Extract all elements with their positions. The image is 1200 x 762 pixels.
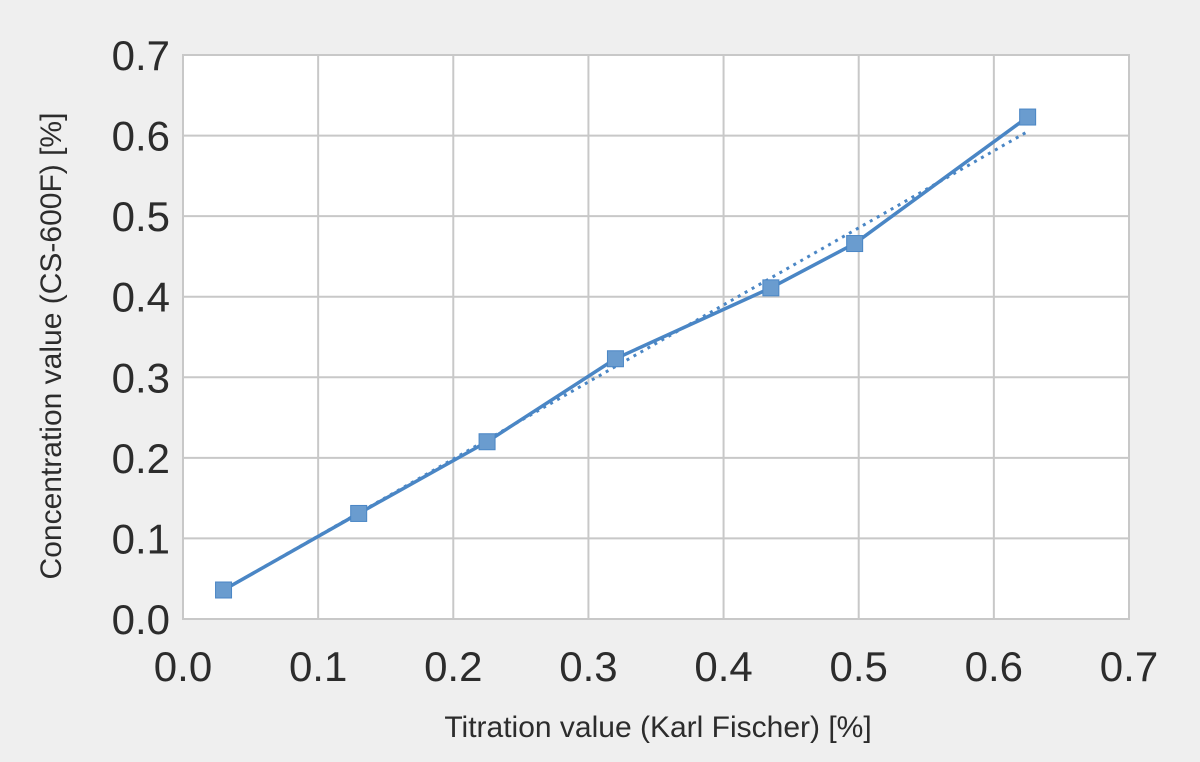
data-point bbox=[1019, 108, 1037, 126]
data-point bbox=[215, 581, 233, 599]
x-tick-label: 0.3 bbox=[559, 643, 617, 690]
x-tick-label: 0.0 bbox=[154, 643, 212, 690]
x-tick-label: 0.6 bbox=[965, 643, 1023, 690]
data-point bbox=[846, 235, 864, 253]
y-tick-label: 0.6 bbox=[112, 113, 170, 160]
data-markers bbox=[215, 108, 1037, 599]
x-tick-label: 0.7 bbox=[1100, 643, 1158, 690]
y-tick-label: 0.3 bbox=[112, 354, 170, 401]
data-point bbox=[350, 504, 368, 522]
x-tick-label: 0.2 bbox=[424, 643, 482, 690]
y-tick-label: 0.2 bbox=[112, 435, 170, 482]
data-point bbox=[478, 433, 496, 451]
x-axis-label: Titration value (Karl Fischer) [%] bbox=[444, 711, 871, 744]
y-tick-label: 0.7 bbox=[112, 32, 170, 79]
y-tick-label: 0.5 bbox=[112, 193, 170, 240]
y-tick-label: 0.4 bbox=[112, 274, 170, 321]
x-tick-label: 0.5 bbox=[830, 643, 888, 690]
y-axis-label: Concentration value (CS-600F) [%] bbox=[35, 113, 68, 580]
x-tick-label: 0.4 bbox=[694, 643, 752, 690]
data-point bbox=[606, 350, 624, 368]
x-axis-ticks: 0.0 0.1 0.2 0.3 0.4 0.5 0.6 0.7 bbox=[154, 643, 1158, 690]
y-tick-label: 0.0 bbox=[112, 596, 170, 643]
data-point bbox=[762, 279, 780, 297]
y-tick-label: 0.1 bbox=[112, 515, 170, 562]
grid bbox=[183, 55, 1129, 619]
y-axis-ticks: 0.0 0.1 0.2 0.3 0.4 0.5 0.6 0.7 bbox=[112, 32, 170, 643]
x-tick-label: 0.1 bbox=[289, 643, 347, 690]
